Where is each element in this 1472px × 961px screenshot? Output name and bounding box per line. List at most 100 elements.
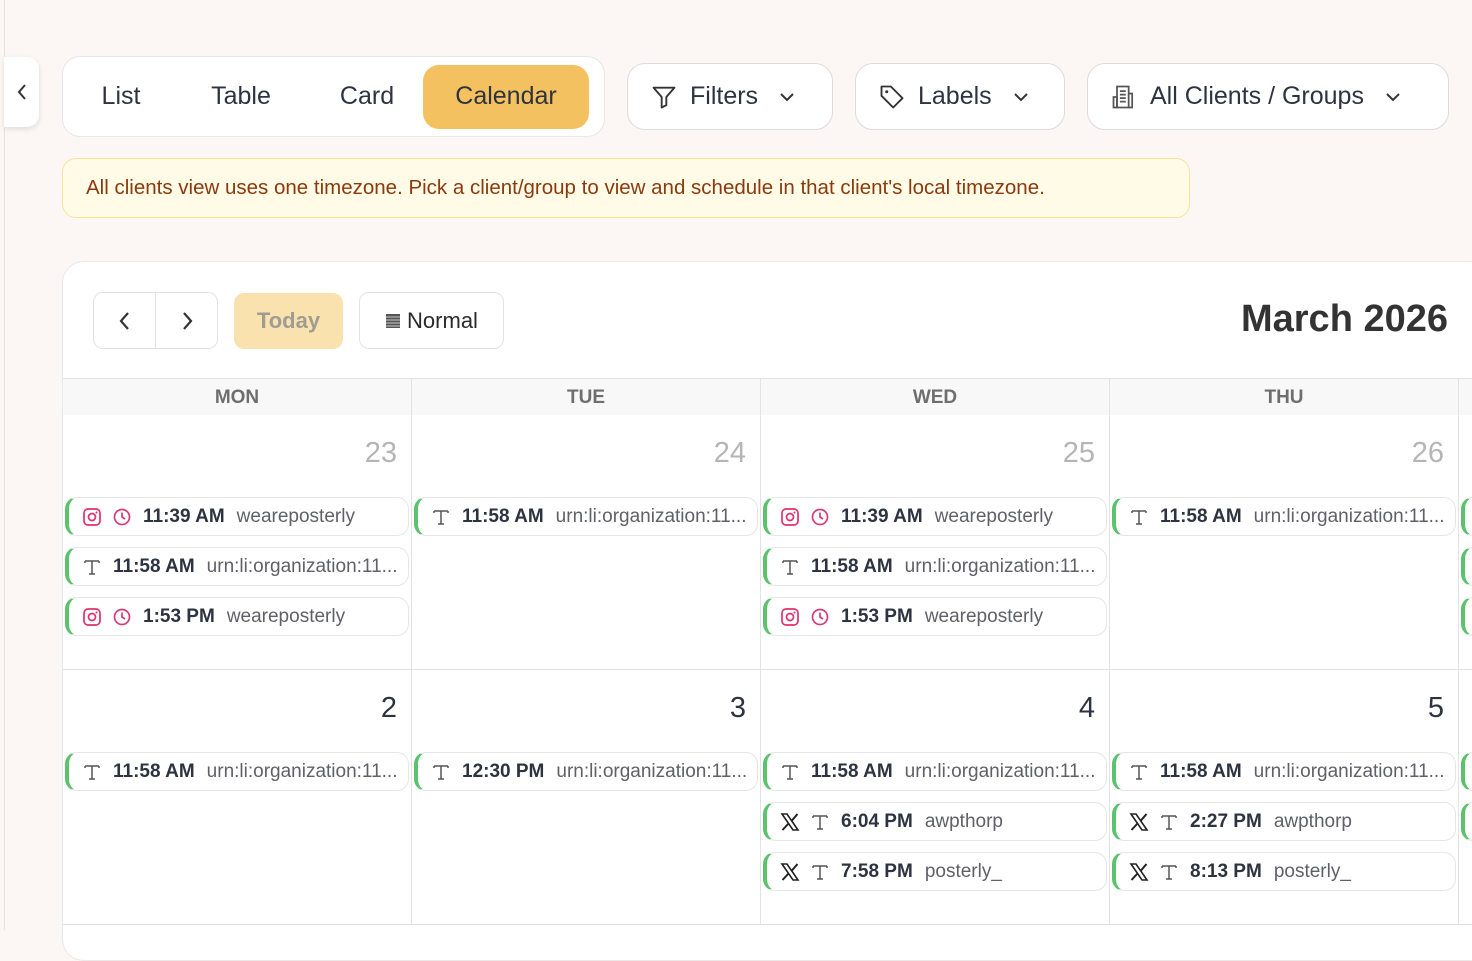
- day-cell[interactable]: 26 11:58 AM urn:li:organization:11...: [1110, 415, 1459, 669]
- event-time: 2:27 PM: [1190, 810, 1262, 832]
- calendar-event[interactable]: 6:04 PM awpthorp: [763, 802, 1107, 841]
- chevron-left-icon: [17, 84, 26, 100]
- clock-icon: [111, 506, 133, 528]
- day-number: 3: [729, 692, 746, 724]
- calendar-event[interactable]: 12:30 PM urn:li:organization:11...: [414, 752, 758, 791]
- event-account: weareposterly: [924, 605, 1044, 627]
- collapse-sidebar-button[interactable]: [4, 57, 39, 127]
- event-time: 11:58 AM: [1160, 760, 1242, 782]
- event-account: urn:li:organization:11...: [206, 760, 398, 782]
- day-number: 4: [1078, 692, 1095, 724]
- week-row: 23 11:39 AM weareposterly 11:58 AM urn:li:or…: [63, 415, 1472, 670]
- event-time: 11:39 AM: [143, 505, 225, 527]
- calendar-event[interactable]: 11:39 AM weareposterly: [65, 497, 409, 536]
- calendar-event[interactable]: 11:58 AM urn:li:organization:11...: [65, 752, 409, 791]
- day-cell[interactable]: 23 11:39 AM weareposterly 11:58 AM urn:li:or…: [63, 415, 412, 669]
- day-cell[interactable]: 24 11:58 AM urn:li:organization:11...: [412, 415, 761, 669]
- event-time: 11:58 AM: [113, 760, 195, 782]
- event-time: 6:04 PM: [841, 810, 913, 832]
- calendar-event[interactable]: 2:27 PM awpthorp: [1112, 802, 1456, 841]
- event-time: 1:53 PM: [841, 605, 913, 627]
- instagram-icon: [81, 506, 103, 528]
- text-icon: [1158, 861, 1180, 883]
- x-icon: [1128, 811, 1150, 833]
- event-account: urn:li:organization:11...: [1253, 760, 1445, 782]
- event-account: awpthorp: [924, 810, 1003, 832]
- week-row: 2 11:58 AM urn:li:organization:11... 3 12:30…: [63, 670, 1472, 925]
- chevron-down-icon: [1013, 92, 1028, 101]
- weekday-wed: WED: [761, 379, 1110, 415]
- tab-table[interactable]: Table: [211, 82, 271, 110]
- event-account: weareposterly: [226, 605, 346, 627]
- clients-dropdown[interactable]: All Clients / Groups: [1087, 63, 1449, 130]
- calendar-event[interactable]: [1461, 547, 1472, 586]
- view-switcher: List Table Card Calendar: [62, 56, 605, 137]
- event-time: 11:58 AM: [1160, 505, 1242, 527]
- tab-list[interactable]: List: [101, 82, 141, 110]
- prev-month-button[interactable]: [94, 293, 156, 348]
- event-time: 11:58 AM: [113, 555, 195, 577]
- calendar-event[interactable]: [1461, 752, 1472, 791]
- calendar-event[interactable]: [1461, 802, 1472, 841]
- calendar-event[interactable]: 11:39 AM weareposterly: [763, 497, 1107, 536]
- calendar-grid: MON TUE WED THU 23 11:39 AM weareposterly 11:5…: [63, 378, 1472, 925]
- event-account: urn:li:organization:11...: [1253, 505, 1445, 527]
- clock-icon: [809, 606, 831, 628]
- calendar-event[interactable]: 1:53 PM weareposterly: [65, 597, 409, 636]
- density-button[interactable]: Normal: [359, 292, 504, 349]
- labels-dropdown[interactable]: Labels: [855, 63, 1065, 130]
- day-cell[interactable]: [1459, 670, 1472, 924]
- calendar-event[interactable]: 11:58 AM urn:li:organization:11...: [65, 547, 409, 586]
- calendar-event[interactable]: 7:58 PM posterly_: [763, 852, 1107, 891]
- day-number: 23: [364, 437, 397, 469]
- chevron-left-icon: [119, 311, 129, 330]
- instagram-icon: [779, 506, 801, 528]
- calendar-event[interactable]: [1461, 497, 1472, 536]
- calendar-event[interactable]: [1461, 597, 1472, 636]
- calendar-event[interactable]: 11:58 AM urn:li:organization:11...: [1112, 752, 1456, 791]
- tab-calendar[interactable]: Calendar: [423, 64, 589, 129]
- calendar-event[interactable]: 8:13 PM posterly_: [1112, 852, 1456, 891]
- calendar-card: Today Normal March 2026 MON TUE WED THU 23 1…: [62, 261, 1472, 961]
- text-icon: [81, 556, 103, 578]
- event-time: 11:58 AM: [462, 505, 544, 527]
- day-cell[interactable]: 4 11:58 AM urn:li:organization:11... 6:04 P…: [761, 670, 1110, 924]
- chevron-down-icon: [780, 92, 794, 101]
- next-month-button[interactable]: [156, 293, 217, 348]
- text-icon: [779, 761, 801, 783]
- event-time: 7:58 PM: [841, 860, 913, 882]
- text-icon: [430, 506, 452, 528]
- instagram-icon: [81, 606, 103, 628]
- day-number: 2: [380, 692, 397, 724]
- x-icon: [1128, 861, 1150, 883]
- day-cell[interactable]: 25 11:39 AM weareposterly 11:58 AM urn:li:or…: [761, 415, 1110, 669]
- day-cell[interactable]: 2 11:58 AM urn:li:organization:11...: [63, 670, 412, 924]
- event-account: awpthorp: [1273, 810, 1352, 832]
- calendar-event[interactable]: 11:58 AM urn:li:organization:11...: [763, 752, 1107, 791]
- day-number: 5: [1427, 692, 1444, 724]
- calendar-event[interactable]: 11:58 AM urn:li:organization:11...: [1112, 497, 1456, 536]
- text-icon: [1128, 506, 1150, 528]
- clock-icon: [809, 506, 831, 528]
- weekday-thu: THU: [1110, 379, 1459, 415]
- calendar-event[interactable]: 11:58 AM urn:li:organization:11...: [763, 547, 1107, 586]
- tag-icon: [880, 85, 904, 108]
- event-account: posterly_: [924, 860, 1002, 882]
- day-cell[interactable]: 5 11:58 AM urn:li:organization:11... 2:27 P…: [1110, 670, 1459, 924]
- chevron-down-icon: [1386, 92, 1400, 101]
- calendar-event[interactable]: 11:58 AM urn:li:organization:11...: [414, 497, 758, 536]
- event-time: 11:58 AM: [811, 555, 893, 577]
- tab-card[interactable]: Card: [339, 82, 395, 110]
- day-cell[interactable]: 3 12:30 PM urn:li:organization:11...: [412, 670, 761, 924]
- event-time: 12:30 PM: [462, 760, 545, 782]
- today-button[interactable]: Today: [234, 293, 343, 349]
- event-account: urn:li:organization:11...: [206, 555, 398, 577]
- weekday-tue: TUE: [412, 379, 761, 415]
- calendar-event[interactable]: 1:53 PM weareposterly: [763, 597, 1107, 636]
- event-account: weareposterly: [934, 505, 1053, 527]
- event-time: 11:58 AM: [811, 760, 893, 782]
- text-icon: [1158, 811, 1180, 833]
- text-icon: [809, 811, 831, 833]
- filters-dropdown[interactable]: Filters: [627, 63, 833, 130]
- day-cell[interactable]: [1459, 415, 1472, 669]
